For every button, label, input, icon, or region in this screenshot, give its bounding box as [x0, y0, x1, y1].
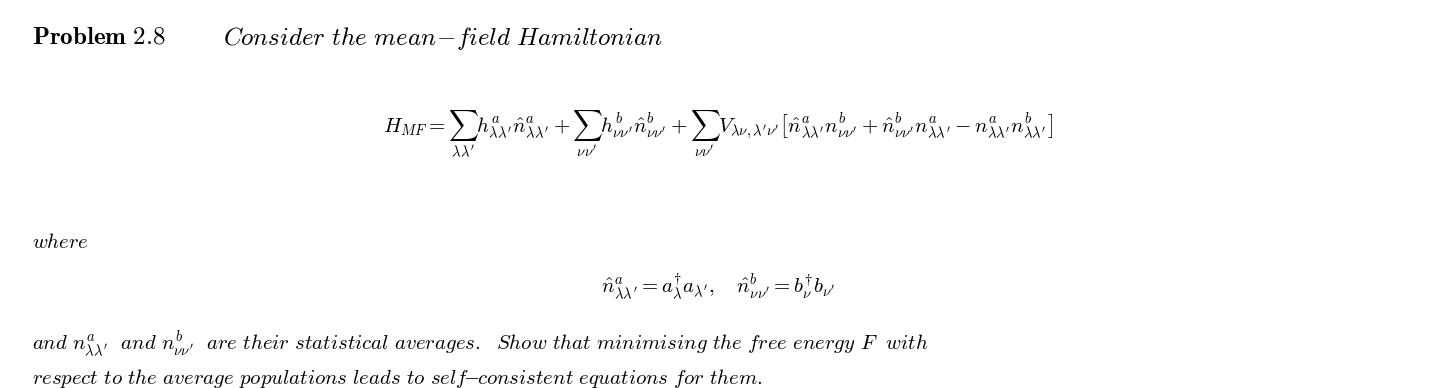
- Text: $H_{MF} = \sum_{\lambda\lambda^{\prime}} h^{a}_{\lambda\lambda^{\prime}} \hat{n}: $H_{MF} = \sum_{\lambda\lambda^{\prime}}…: [384, 109, 1053, 160]
- Text: $\it{respect\ to\ the\ average\ populations\ leads\ to\ self\!\!-\!\!consistent\: $\it{respect\ to\ the\ average\ populati…: [32, 367, 763, 388]
- Text: $\bf{Problem\ 2.8}$: $\bf{Problem\ 2.8}$: [32, 25, 165, 48]
- Text: $\it{Consider\ the\ mean\!-\!field\ Hamiltonian}$: $\it{Consider\ the\ mean\!-\!field\ Hami…: [223, 25, 662, 52]
- Text: $\it{and}\ $$n^{a}_{\lambda\lambda^{\prime}}$$\it{\ \ and\ }$$n^{b}_{\nu\nu^{\pr: $\it{and}\ $$n^{a}_{\lambda\lambda^{\pri…: [32, 328, 928, 359]
- Text: $\it{where}$: $\it{where}$: [32, 233, 89, 252]
- Text: $\hat{n}^{a}_{\lambda\lambda^{\prime}} = a^{\dagger}_{\lambda} a_{\lambda^{\prim: $\hat{n}^{a}_{\lambda\lambda^{\prime}} =…: [601, 272, 836, 302]
